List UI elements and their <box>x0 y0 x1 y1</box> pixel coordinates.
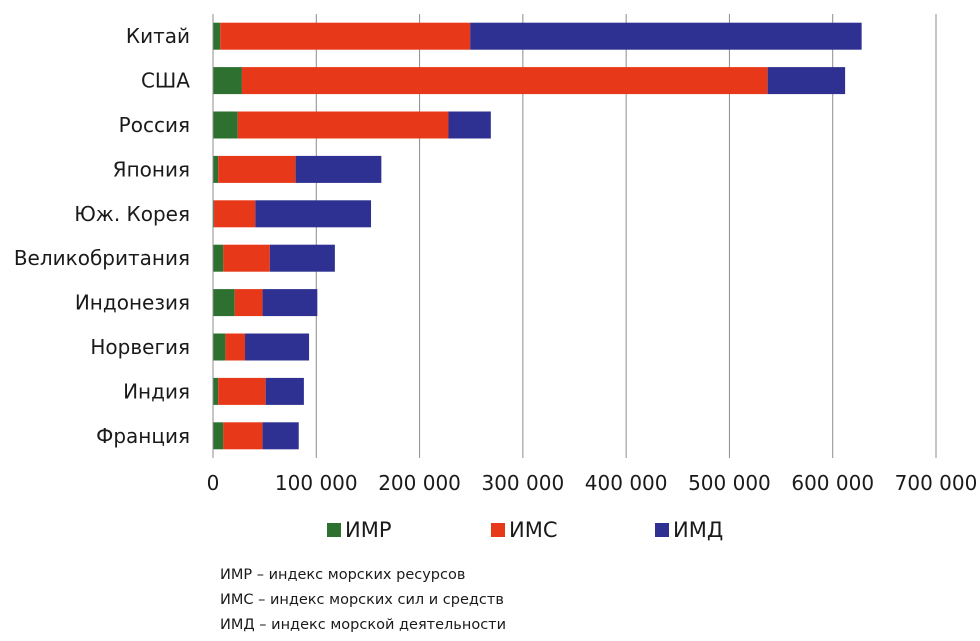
category-label: Великобритания <box>14 246 190 270</box>
legend: ИМР ИМС ИМД <box>0 518 980 548</box>
category-label: Франция <box>96 424 190 448</box>
category-label: Россия <box>119 113 190 137</box>
category-label: Норвегия <box>90 335 190 359</box>
legend-item-imd: ИМД <box>655 518 723 542</box>
bar-segment <box>223 422 263 450</box>
bar-segment <box>218 377 266 405</box>
stacked-bar-chart: Китай США Россия Япония Юж. Корея Великобрита… <box>14 14 978 495</box>
x-tick-label: 700 000 <box>895 471 978 495</box>
note-imr: ИМР – индекс морских ресурсов <box>220 567 466 583</box>
bar-segment <box>213 422 224 450</box>
category-label: Япония <box>113 157 190 181</box>
bar-segment <box>214 200 256 228</box>
bar-segment <box>218 155 296 183</box>
bar-segment <box>234 289 263 317</box>
bar-segment <box>767 67 846 95</box>
bar-segment <box>213 67 242 95</box>
bar-segment <box>262 289 318 317</box>
x-tick-label: 400 000 <box>585 471 668 495</box>
category-label: Юж. Корея <box>74 202 190 226</box>
legend-swatch-imd <box>655 523 669 537</box>
bar-segment <box>220 22 471 50</box>
bar-segment <box>255 200 372 228</box>
category-label: Индия <box>123 379 190 403</box>
x-tick-label: 100 000 <box>275 471 358 495</box>
category-label: США <box>141 69 190 93</box>
bar-segment <box>269 244 335 272</box>
legend-notes: ИМР – индекс морских ресурсов ИМС – инде… <box>220 563 506 638</box>
legend-label-ims: ИМС <box>509 518 558 542</box>
bar-segment <box>245 333 310 361</box>
x-tick-label: 500 000 <box>688 471 771 495</box>
bar-segment <box>225 333 246 361</box>
bar-segment <box>213 377 219 405</box>
note-ims: ИМС – индекс морских сил и средств <box>220 592 504 608</box>
bar-segment <box>470 22 862 50</box>
x-tick-label: 300 000 <box>481 471 564 495</box>
legend-label-imr: ИМР <box>345 518 392 542</box>
bar-segment <box>213 244 224 272</box>
bar-segment <box>448 111 491 139</box>
bar-segment <box>213 155 219 183</box>
bar-segment <box>213 289 235 317</box>
x-tick-label: 0 <box>207 471 220 495</box>
legend-label-imd: ИМД <box>673 518 724 542</box>
bar-segment <box>213 333 226 361</box>
legend-swatch-imr <box>327 523 341 537</box>
bar-segment <box>223 244 270 272</box>
x-tick-label: 600 000 <box>791 471 874 495</box>
category-labels: Китай США Россия Япония Юж. Корея Великобрита… <box>14 24 190 448</box>
bar-segment <box>241 67 768 95</box>
bar-segment <box>265 377 304 405</box>
bars <box>213 22 862 450</box>
x-tick-labels: 0 100 000 200 000 300 000 400 000 500 000 600 … <box>207 471 978 495</box>
bar-segment <box>237 111 449 139</box>
category-label: Индонезия <box>75 291 190 315</box>
note-imd: ИМД – индекс морской деятельности <box>220 617 507 633</box>
bar-segment <box>213 200 215 228</box>
legend-swatch-ims <box>491 523 505 537</box>
x-tick-label: 200 000 <box>378 471 461 495</box>
bar-segment <box>262 422 299 450</box>
bar-segment <box>213 22 221 50</box>
legend-item-imr: ИМР <box>327 518 392 542</box>
category-label: Китай <box>126 24 190 48</box>
bar-segment <box>213 111 238 139</box>
legend-item-ims: ИМС <box>491 518 558 542</box>
bar-segment <box>295 155 382 183</box>
